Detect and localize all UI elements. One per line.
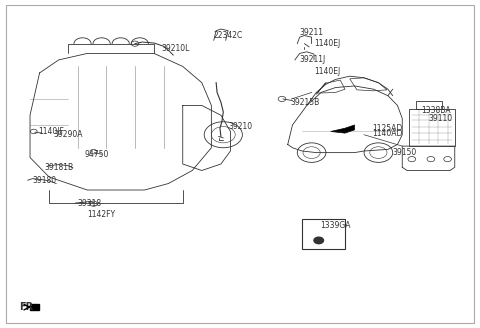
Circle shape (314, 237, 324, 244)
Text: 39180: 39180 (33, 176, 57, 185)
Text: 39211: 39211 (300, 28, 324, 37)
Text: 22342C: 22342C (214, 31, 243, 40)
Text: 39150: 39150 (393, 148, 417, 157)
Text: 1140EJ: 1140EJ (314, 39, 340, 48)
Text: 39181B: 39181B (44, 163, 73, 172)
Bar (409, 109, 455, 146)
Bar (30, 304, 38, 310)
Text: 39210L: 39210L (161, 44, 190, 53)
Text: 39318: 39318 (78, 198, 102, 208)
Text: 1339GA: 1339GA (320, 221, 351, 230)
Text: 39211J: 39211J (300, 55, 326, 64)
Text: 39215B: 39215B (290, 98, 319, 107)
Text: 1140JF: 1140JF (38, 127, 64, 136)
Text: 39210: 39210 (228, 122, 252, 131)
Bar (416, 101, 442, 109)
Bar (302, 219, 345, 249)
Text: 39110: 39110 (429, 114, 453, 123)
Text: 1140AD: 1140AD (372, 129, 403, 138)
Text: 39290A: 39290A (54, 130, 84, 139)
Text: FR: FR (20, 302, 34, 312)
Text: 1338BA: 1338BA (421, 106, 451, 115)
Text: 1140EJ: 1140EJ (314, 67, 340, 76)
Polygon shape (331, 125, 355, 133)
Text: 1142FY: 1142FY (87, 210, 115, 219)
Text: 1125AD: 1125AD (372, 124, 403, 133)
Text: 94750: 94750 (85, 150, 109, 159)
